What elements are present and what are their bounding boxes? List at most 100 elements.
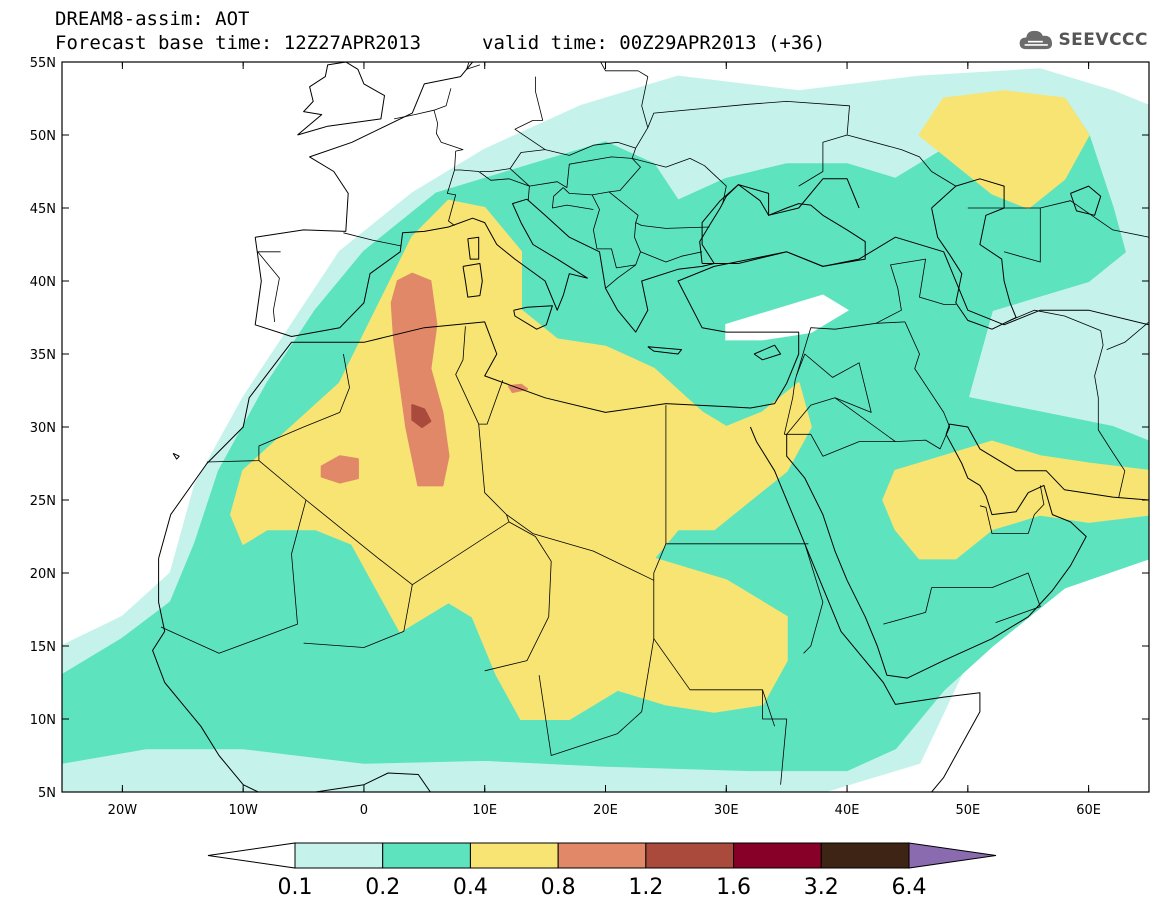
colorbar-segment — [733, 842, 822, 869]
colorbar-label: 1.6 — [716, 875, 751, 900]
y-tick-label: 55N — [30, 56, 56, 71]
colorbar-segment — [382, 842, 471, 869]
country-border — [762, 689, 788, 785]
forecast-base-time: Forecast base time: 12Z27APR2013 — [55, 32, 422, 54]
country-border — [605, 264, 636, 289]
coastline-red-sea-west — [749, 426, 981, 792]
y-tick-label: 10N — [30, 713, 56, 728]
country-border — [784, 433, 896, 457]
x-tick-label: 40E — [835, 803, 860, 818]
country-border — [257, 251, 281, 322]
aot-region-mali-spot — [320, 455, 359, 484]
colorbar-label: 1.2 — [628, 875, 663, 900]
coastline-africa-arabia — [158, 236, 1149, 559]
country-border — [640, 251, 703, 263]
coastline-sicily — [513, 305, 553, 330]
country-border — [834, 397, 951, 450]
country-border — [979, 505, 1029, 534]
y-tick-label: 40N — [30, 275, 56, 290]
country-border — [433, 88, 464, 171]
country-border — [160, 460, 307, 654]
x-tick-label: 30E — [714, 803, 739, 818]
country-border — [803, 543, 824, 654]
aot-region-algeria-core — [411, 404, 432, 428]
coastline-black-sea — [699, 184, 866, 267]
country-border — [466, 62, 481, 70]
country-border — [875, 258, 956, 324]
coastlines — [152, 62, 1149, 792]
x-tick-label: 50E — [955, 803, 980, 818]
country-border — [1027, 485, 1045, 534]
logo-text: SEEVCCC — [1058, 30, 1148, 50]
coastline-corsica — [467, 236, 480, 260]
aot-region-caspian-dust — [918, 90, 1090, 209]
y-tick-label: 45N — [30, 202, 56, 217]
country-border — [303, 499, 413, 648]
country-border — [904, 321, 951, 428]
cloud-icon — [1019, 30, 1053, 50]
x-tick-label: 20W — [108, 803, 138, 818]
country-border — [479, 168, 511, 172]
colorbar: 0.1 0.2 0.4 0.8 1.2 1.6 3.2 6.4 — [207, 842, 997, 900]
colorbar-segment — [294, 842, 384, 869]
y-tick-label: 15N — [30, 640, 56, 655]
x-tick-label: 60E — [1076, 803, 1101, 818]
coastline-canary — [172, 452, 180, 460]
country-border — [1003, 200, 1149, 263]
coastline-britain — [297, 62, 385, 136]
country-border — [509, 149, 633, 189]
x-tick-label: 10E — [472, 803, 497, 818]
coastline-aral-sea — [1070, 185, 1102, 216]
valid-time: valid time: 00Z29APR2013 (+36) — [482, 32, 826, 54]
colorbar-above-triangle — [908, 842, 997, 869]
country-border — [394, 109, 435, 120]
coastline-crete — [647, 346, 683, 355]
country-border — [343, 232, 402, 247]
aot-region-arabia-dust — [882, 440, 1149, 560]
colorbar-label: 0.8 — [541, 875, 576, 900]
country-border — [1106, 321, 1149, 350]
y-tick-label: 20N — [30, 567, 56, 582]
y-tick-label: 25N — [30, 494, 56, 509]
colorbar-label: 0.2 — [365, 875, 400, 900]
colorbar-label: 3.2 — [804, 875, 839, 900]
coastline-caspian — [931, 178, 1017, 330]
y-tick-label: 30N — [30, 421, 56, 436]
coastline-red-sea-east — [786, 423, 1149, 679]
coastline-cyprus — [753, 344, 782, 361]
y-tick-label: 5N — [38, 786, 56, 801]
coastline-iberia-france-north — [255, 62, 473, 238]
coastline-europe — [254, 178, 860, 337]
country-border — [478, 380, 504, 425]
country-border — [786, 353, 872, 435]
colorbar-segment — [645, 842, 735, 869]
colorbar-label: 0.4 — [453, 875, 488, 900]
country-border — [206, 353, 350, 463]
colorbar-label: 6.4 — [892, 875, 927, 900]
colorbar-segment — [820, 842, 910, 869]
country-border — [798, 134, 957, 187]
x-tick-label: 10W — [228, 803, 258, 818]
country-border — [538, 580, 655, 756]
country-border — [883, 572, 1041, 625]
y-tick-label: 50N — [30, 129, 56, 144]
country-border — [446, 169, 530, 226]
country-border — [552, 187, 594, 210]
country-border — [653, 638, 775, 727]
coastline-sardinia — [462, 263, 483, 298]
y-axis: 5N 10N 15N 20N 25N 30N 35N 40N 45N 50N 55N — [30, 56, 1149, 801]
colorbar-below-triangle — [207, 842, 296, 869]
y-tick-label: 35N — [30, 348, 56, 363]
map-title: DREAM8-assim: AOT — [55, 8, 250, 30]
colorbar-segment — [557, 842, 647, 869]
country-border — [608, 191, 710, 229]
coastline-west-africa-coast — [152, 558, 431, 792]
aot-contour-fields — [62, 68, 1149, 792]
aot-hole-turkey-clear — [725, 294, 850, 341]
x-tick-label: 0 — [360, 803, 368, 818]
country-border — [1009, 309, 1126, 498]
seevccc-logo: SEEVCCC — [1018, 22, 1148, 58]
colorbar-label: 0.1 — [278, 875, 313, 900]
colorbar-segment — [469, 842, 559, 869]
